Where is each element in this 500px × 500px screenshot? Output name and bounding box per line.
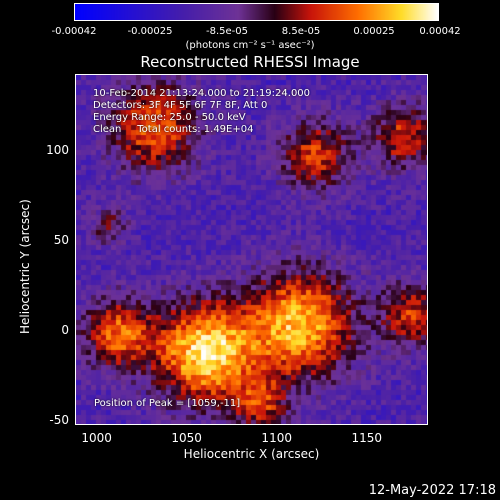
footer-date: 12-May-2022 17:18 (368, 483, 496, 498)
annotation-clean-counts: Clean Total counts: 1.49E+04 (93, 124, 254, 135)
colorbar-tick: -8.5e-05 (206, 26, 248, 37)
x-axis-label: Heliocentric X (arcsec) (183, 447, 320, 461)
plot-area (75, 74, 428, 425)
y-axis-label: Heliocentric Y (arcsec) (18, 199, 32, 334)
y-tick-label: -50 (49, 413, 69, 428)
annotation-time-range: 10-Feb-2014 21:13:24.000 to 21:19:24.000 (93, 88, 311, 99)
chart-title: Reconstructed RHESSI Image (140, 53, 360, 71)
y-tick-label: 100 (46, 143, 69, 158)
colorbar (74, 3, 439, 21)
heatmap-image (76, 75, 427, 424)
x-tick-label: 1150 (351, 431, 383, 445)
x-tick-label: 1000 (81, 431, 112, 445)
colorbar-tick: -0.00025 (127, 26, 173, 37)
colorbar-tick: 0.00025 (353, 26, 395, 37)
annotation-peak-position: Position of Peak = [1059,-11] (94, 398, 241, 409)
annotation-energy-range: Energy Range: 25.0 - 50.0 keV (93, 112, 246, 123)
colorbar-tick: 8.5e-05 (281, 26, 321, 37)
colorbar-tick: -0.00042 (51, 26, 97, 37)
x-tick-label: 1050 (171, 431, 202, 445)
colorbar-unit-label: (photons cm⁻² s⁻¹ asec⁻²) (185, 40, 315, 51)
y-tick-label: 0 (61, 323, 69, 338)
colorbar-tick: 0.00042 (419, 26, 461, 37)
x-tick-label: 1100 (261, 431, 292, 445)
y-tick-label: 50 (53, 233, 69, 248)
annotation-detectors: Detectors: 3F 4F 5F 6F 7F 8F, Att 0 (93, 100, 268, 111)
